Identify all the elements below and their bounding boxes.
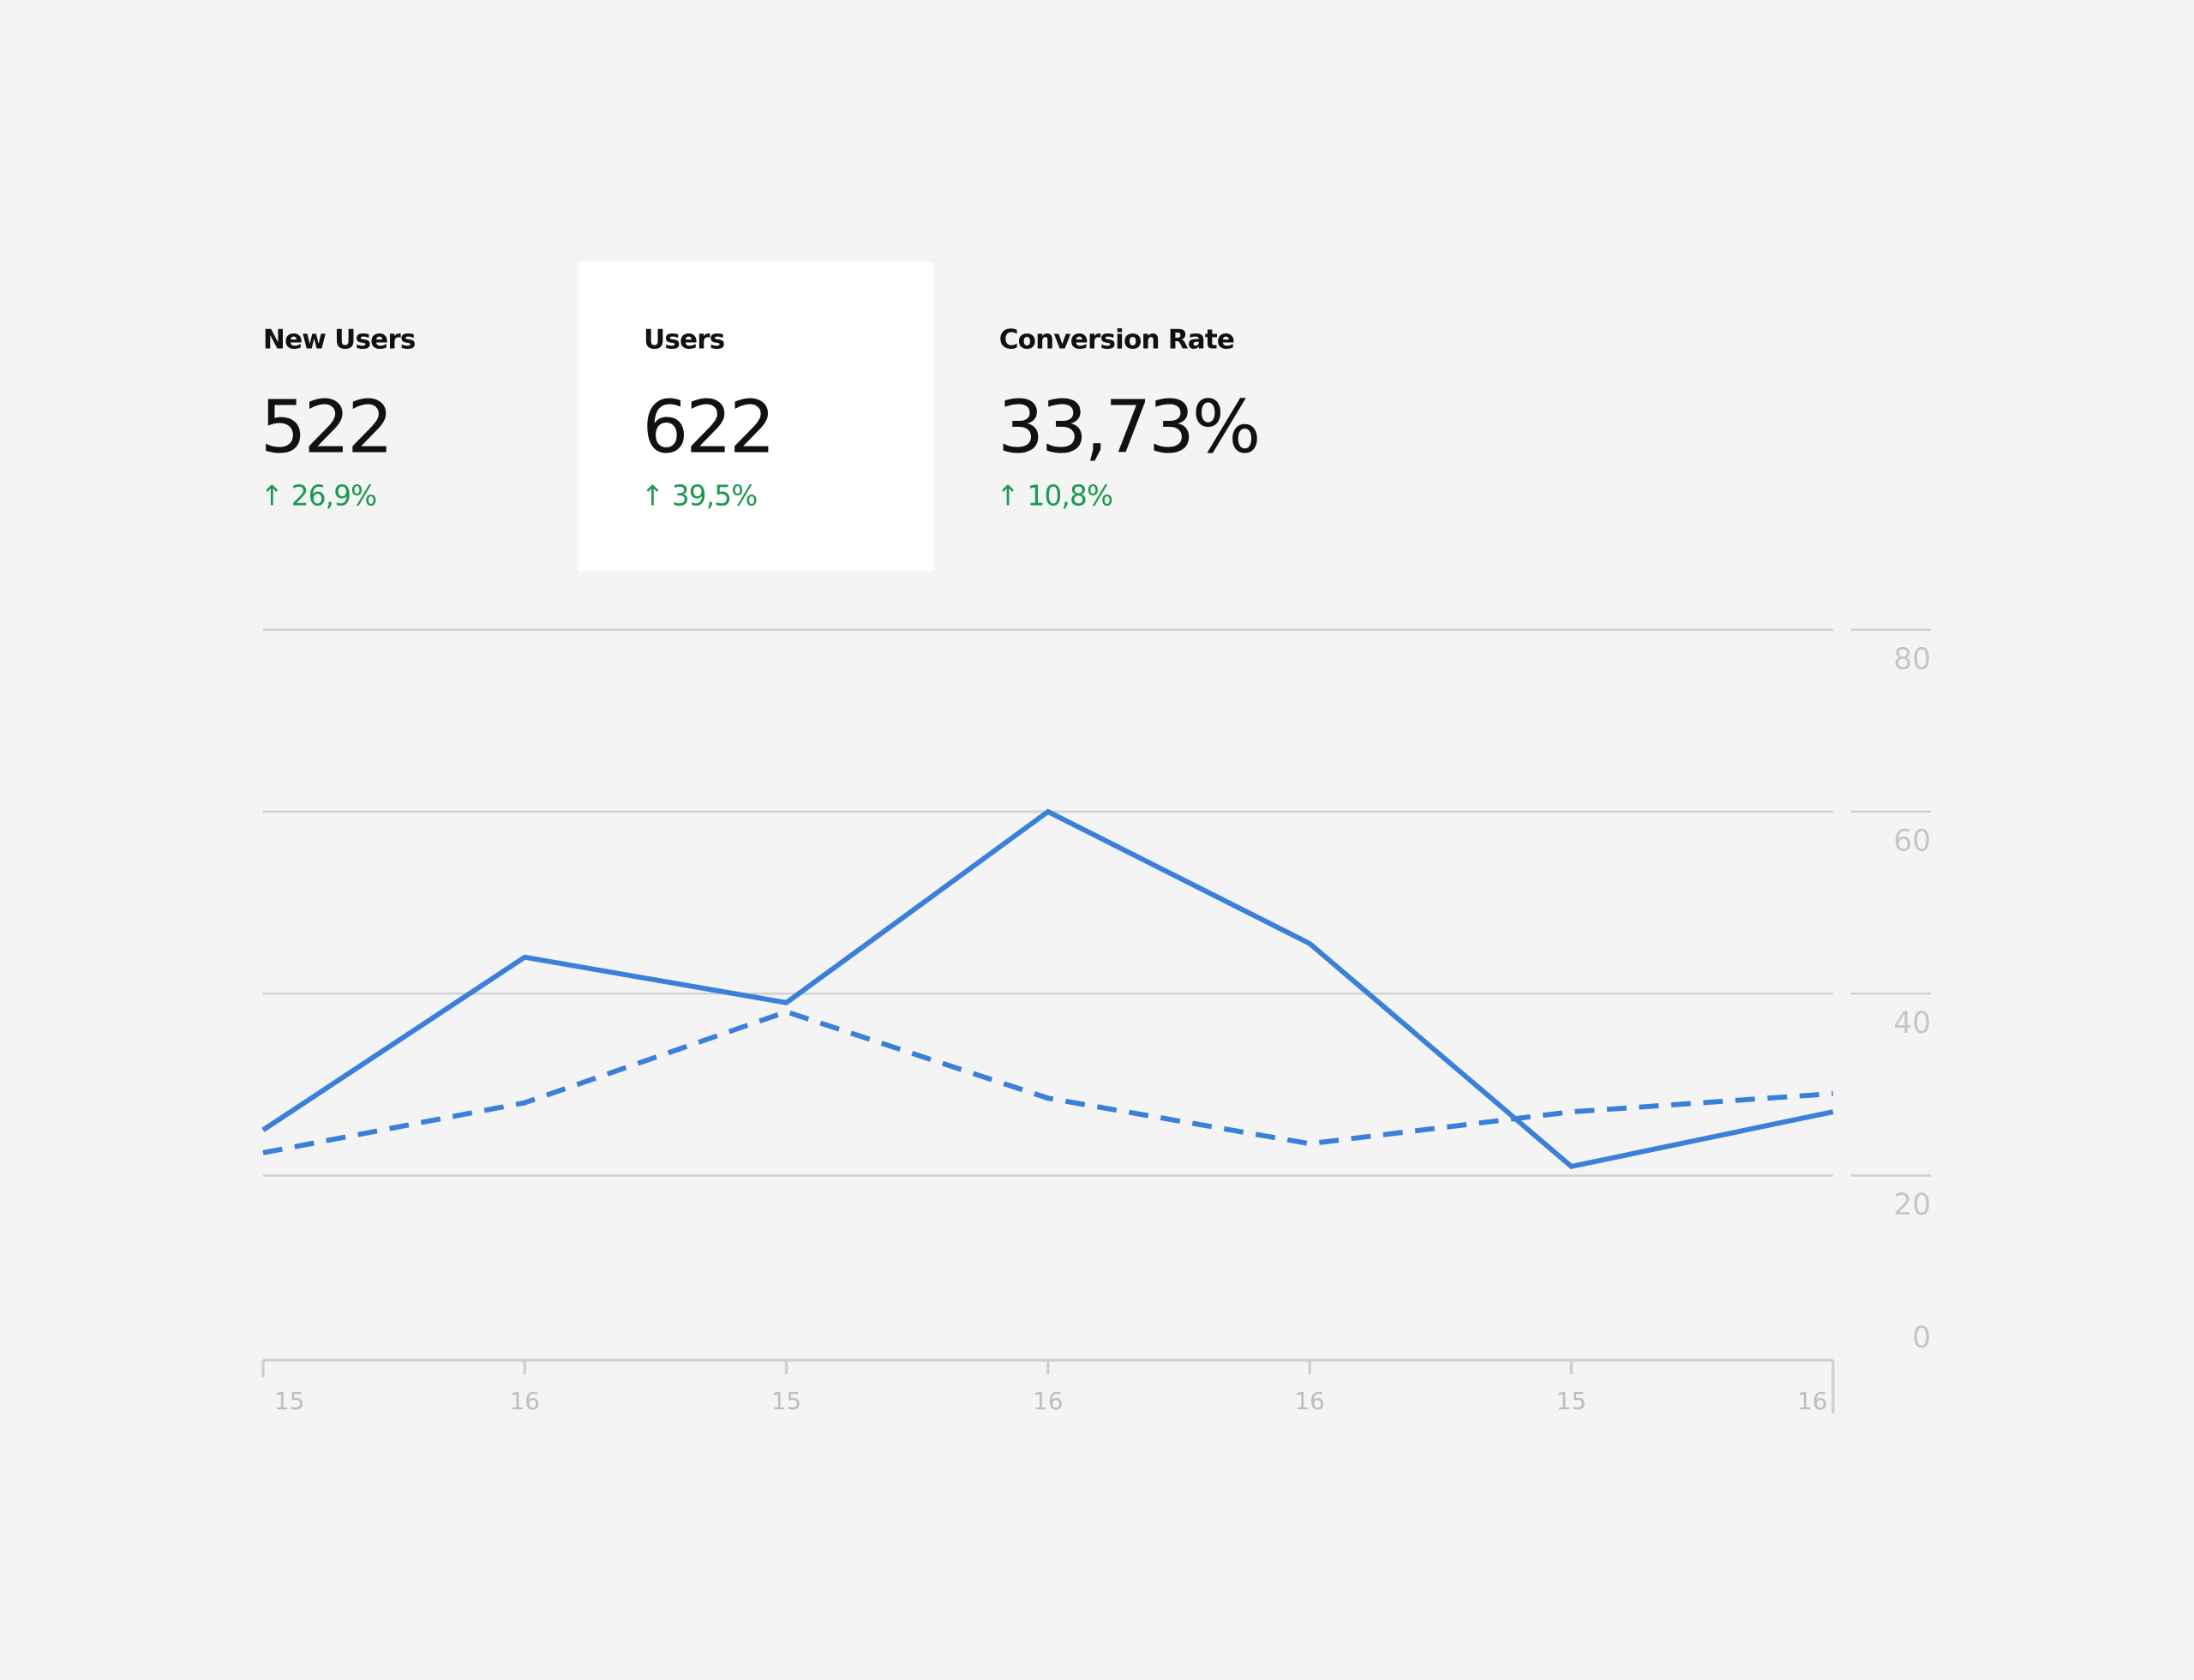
metric-change: ↑ 39,5% [641, 479, 758, 512]
dashed-line [262, 1009, 1833, 1155]
y-tick-label: 80 [1893, 642, 1931, 676]
selected-card[interactable] [578, 261, 933, 572]
metric-value: 622 [642, 385, 772, 470]
line-chart: 0 20 40 60 80 15 16 15 16 16 15 16 [261, 628, 1932, 1415]
x-tick-label: 16 [1797, 1387, 1827, 1415]
metric-conversion-rate[interactable]: Conversion Rate 33,73% ↑ 10,8% [996, 325, 1261, 513]
x-tick-label: 15 [274, 1387, 304, 1415]
metric-value: 33,73% [998, 385, 1258, 470]
x-tick-label: 16 [510, 1387, 540, 1415]
x-tick-label: 16 [1033, 1387, 1063, 1415]
metric-value: 522 [261, 385, 391, 470]
y-tick-label: 20 [1893, 1188, 1931, 1222]
metric-label: New Users [263, 325, 416, 356]
y-tick-label: 60 [1893, 825, 1931, 859]
metric-change: ↑ 10,8% [996, 479, 1112, 512]
metric-new-users[interactable]: New Users 522 ↑ 26,9% [261, 325, 417, 513]
metric-change: ↑ 26,9% [261, 479, 377, 512]
solid-line [261, 808, 1834, 1169]
metric-label: Conversion Rate [999, 325, 1234, 356]
x-tick-label: 15 [771, 1387, 801, 1415]
x-tick-label: 15 [1556, 1387, 1586, 1415]
y-tick-label: 40 [1893, 1006, 1931, 1041]
metric-users[interactable]: Users 622 ↑ 39,5% [641, 325, 776, 513]
x-tick-label: 16 [1295, 1387, 1325, 1415]
metric-label: Users [644, 325, 724, 356]
y-tick-label: 0 [1912, 1321, 1931, 1355]
